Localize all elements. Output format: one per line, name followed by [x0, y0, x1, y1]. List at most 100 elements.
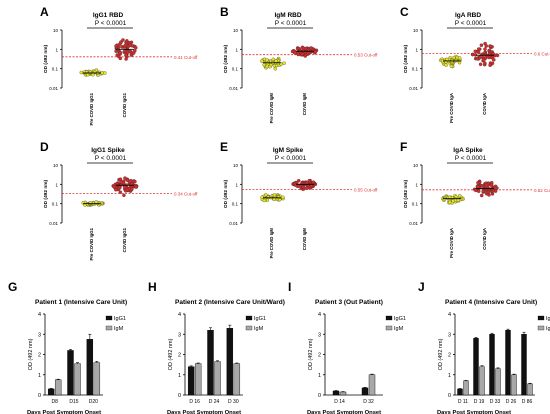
legend-label: IgM: [394, 326, 404, 332]
bar-igm: [368, 374, 376, 396]
data-point: [264, 193, 268, 197]
data-point: [476, 180, 480, 185]
y-tick-label: 0.1: [232, 67, 239, 72]
panel-letter: G: [8, 280, 17, 294]
data-point: [475, 56, 479, 61]
data-point: [124, 57, 128, 61]
y-tick-label: 1: [318, 373, 321, 379]
bar-igg1: [226, 327, 234, 396]
x-category-label: Pre COVID IgA: [449, 93, 454, 123]
legend-swatch: [105, 325, 113, 331]
data-point: [118, 177, 123, 181]
legend-label: IgM: [254, 326, 264, 332]
y-tick-label: 3: [38, 332, 41, 338]
data-point: [474, 188, 478, 193]
bar-igm: [463, 380, 469, 396]
data-point: [129, 178, 133, 183]
cutoff-label: 0.41 Cut-off: [174, 55, 198, 60]
legend-label: IgG1: [546, 316, 550, 322]
bar-igg1: [489, 334, 495, 396]
data-point: [300, 52, 304, 56]
x-tick-label: D 26: [506, 399, 517, 405]
data-point: [488, 63, 492, 67]
y-tick-label: 2: [318, 353, 321, 359]
panel-title: IgG1 Spike: [91, 147, 125, 154]
x-axis-label: Days Post Symptom Onset: [27, 410, 101, 414]
data-point: [495, 53, 500, 58]
x-category-label: COVID IgA: [482, 228, 487, 250]
legend-swatch: [537, 325, 545, 331]
y-tick-label: 3: [448, 332, 451, 338]
bar-igm: [339, 391, 347, 396]
data-point: [122, 193, 126, 198]
data-point: [130, 187, 134, 191]
data-point: [295, 46, 300, 51]
data-point: [114, 44, 118, 48]
data-point: [478, 62, 483, 67]
data-point: [296, 178, 301, 183]
data-point: [293, 51, 297, 55]
y-tick-label: 0.1: [52, 202, 59, 207]
data-point: [313, 50, 318, 54]
x-tick-label: D 86: [522, 399, 533, 405]
p-value-label: P < 0.0001: [455, 20, 487, 27]
x-category-label: COVID IgA: [482, 93, 487, 115]
data-point: [118, 51, 122, 56]
x-category-label: Pre COVID IgG1: [89, 227, 94, 260]
data-point: [265, 58, 269, 62]
y-tick-label: 10: [53, 28, 59, 33]
data-point: [134, 46, 138, 50]
y-tick-label: 0.01: [229, 221, 238, 226]
legend-swatch: [537, 315, 545, 321]
y-axis-label: OD (492 nm): [43, 44, 49, 73]
data-point: [134, 185, 138, 189]
bar-igg1: [187, 366, 195, 396]
p-value-label: P < 0.0001: [275, 20, 307, 27]
y-axis-label: OD (492 nm): [223, 44, 229, 73]
data-point: [121, 181, 126, 186]
bar-igg1: [47, 388, 55, 396]
y-tick-label: 4: [38, 312, 41, 318]
data-point: [306, 51, 311, 56]
bar-igm: [93, 362, 101, 396]
data-point: [492, 58, 496, 62]
legend-swatch: [245, 315, 253, 321]
panel-letter: F: [400, 140, 407, 154]
data-point: [311, 180, 316, 184]
data-point: [484, 190, 489, 195]
bar-igm: [194, 363, 202, 396]
x-category-label: COVID IgM: [302, 93, 307, 116]
panel-letter: B: [220, 5, 229, 19]
data-point: [484, 182, 489, 187]
legend-swatch: [385, 315, 393, 321]
x-tick-label: D 19: [474, 399, 485, 405]
bar-panel-i: I Patient 3 (Out Patient) 0 1 2 3 4 OD (492 nm)…: [288, 280, 406, 414]
panel-letter: I: [288, 280, 291, 294]
data-point: [265, 64, 269, 69]
data-point: [116, 54, 121, 59]
data-point: [128, 43, 132, 47]
y-axis-label: OD (492 nm): [223, 179, 229, 208]
y-tick-label: 10: [53, 163, 59, 168]
data-point: [476, 50, 481, 54]
x-axis-label: Days Post Symptom Onset: [307, 410, 381, 414]
data-point: [489, 183, 493, 188]
panel-title: IgA Spike: [453, 147, 483, 154]
x-tick-label: D15: [69, 399, 78, 405]
bar-igg1: [67, 350, 74, 396]
data-point: [121, 38, 125, 42]
y-tick-label: 1: [235, 182, 238, 187]
x-category-label: Pre COVID IgM: [269, 93, 274, 124]
legend-label: IgG1: [394, 316, 406, 322]
y-axis-label: OD (492 nm): [28, 338, 34, 370]
x-category-label: COVID IgM: [302, 228, 307, 251]
data-point: [123, 43, 127, 48]
x-category-label: Pre COVID IgM: [269, 228, 274, 259]
data-point: [476, 47, 481, 51]
x-category-label: Pre COVID IgA: [449, 228, 454, 258]
panel-title: Patient 4 (Intensive Care Unit): [445, 299, 537, 306]
